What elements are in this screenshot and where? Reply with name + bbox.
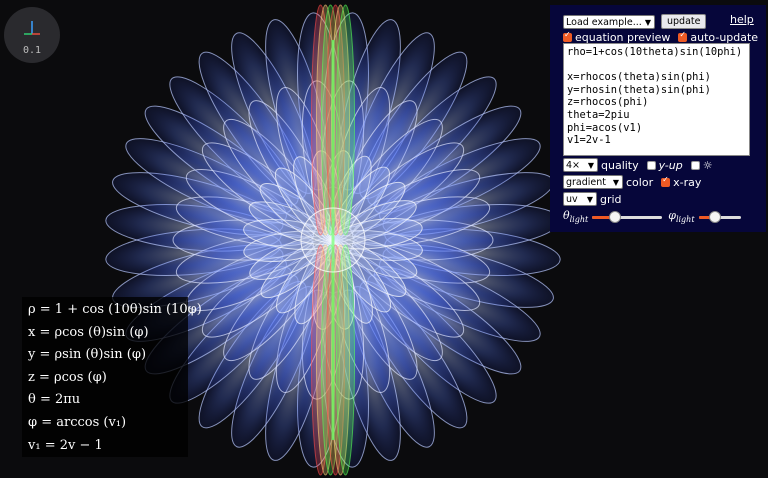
surface-core-lobe bbox=[311, 244, 330, 476]
x-ray-label: x-ray bbox=[673, 175, 702, 189]
color-row: gradient ▼ color x-ray bbox=[563, 175, 701, 189]
grid-value: uv bbox=[566, 194, 578, 205]
equation-preview-label: equation preview bbox=[575, 31, 671, 44]
phi-symbol: φ bbox=[668, 209, 676, 222]
equation-preview-checkbox[interactable] bbox=[563, 30, 572, 42]
preview-options: equation preview auto-update bbox=[563, 30, 759, 44]
surface-core-lobe bbox=[311, 4, 330, 236]
help-link[interactable]: help bbox=[730, 13, 754, 26]
control-panel: Load example... ▼ update help equation p… bbox=[550, 5, 766, 232]
chevron-down-icon: ▼ bbox=[612, 178, 619, 187]
grid-row: uv ▼ grid bbox=[563, 192, 622, 206]
phi-light-label: φlight bbox=[668, 209, 694, 224]
surface-core-lobe bbox=[326, 244, 345, 476]
surface-core-lobe bbox=[336, 244, 355, 476]
equation-line: φ = arccos (v₁) bbox=[28, 414, 127, 430]
slider-knob[interactable] bbox=[609, 210, 622, 223]
zoom-level: 0.1 bbox=[22, 45, 42, 56]
chevron-down-icon: ▼ bbox=[587, 161, 594, 170]
quality-select[interactable]: 4× ▼ bbox=[563, 158, 598, 172]
phi-light-slider[interactable] bbox=[698, 210, 741, 223]
equation-preview-panel: ρ = 1 + cos (10θ)sin (10φ) x = ρcos (θ)s… bbox=[22, 297, 202, 457]
x-ray-checkbox[interactable] bbox=[661, 175, 671, 187]
color-select[interactable]: gradient ▼ bbox=[563, 175, 623, 189]
chevron-down-icon: ▼ bbox=[644, 17, 651, 27]
chevron-down-icon: ▼ bbox=[586, 195, 593, 204]
quality-label: quality bbox=[601, 158, 639, 172]
equation-line: ρ = 1 + cos (10θ)sin (10φ) bbox=[28, 302, 202, 317]
load-example-value: Load example... bbox=[566, 16, 642, 28]
sun-checkbox[interactable] bbox=[690, 160, 700, 170]
y-up-label: y-up bbox=[658, 158, 683, 172]
slider-fill bbox=[592, 215, 616, 219]
light-row: θlight φlight bbox=[563, 209, 741, 224]
theta-symbol: θ bbox=[563, 209, 570, 222]
color-value: gradient bbox=[566, 177, 607, 188]
equation-line: θ = 2πu bbox=[28, 392, 81, 408]
equation-line: v₁ = 2v − 1 bbox=[28, 437, 103, 453]
equation-line: z = ρcos (φ) bbox=[28, 369, 107, 385]
phi-sub: light bbox=[675, 215, 695, 225]
color-label: color bbox=[626, 175, 654, 189]
axes-icon bbox=[24, 21, 40, 35]
sun-icon: ☼ bbox=[702, 158, 713, 172]
auto-update-label: auto-update bbox=[690, 31, 759, 44]
equation-line: x = ρcos (θ)sin (φ) bbox=[28, 324, 149, 340]
slider-fill bbox=[698, 215, 716, 219]
update-button[interactable]: update bbox=[661, 14, 707, 29]
surface-core-lobe bbox=[321, 4, 340, 236]
axis-gizmo[interactable]: 0.1 bbox=[4, 7, 60, 63]
grid-label: grid bbox=[600, 192, 622, 206]
auto-update-checkbox[interactable] bbox=[678, 30, 688, 42]
quality-value: 4× bbox=[566, 160, 581, 171]
slider-track bbox=[592, 215, 663, 219]
load-example-select[interactable]: Load example... ▼ bbox=[563, 14, 655, 29]
equation-editor[interactable] bbox=[563, 43, 750, 156]
surface-core-lobe bbox=[326, 4, 345, 236]
grid-select[interactable]: uv ▼ bbox=[563, 192, 597, 206]
surface-center bbox=[300, 207, 366, 273]
theta-light-slider[interactable] bbox=[592, 210, 663, 223]
surface-core-lobe bbox=[336, 4, 355, 236]
theta-light-label: θlight bbox=[563, 209, 588, 224]
quality-row: 4× ▼ quality y-up ☼ bbox=[563, 158, 713, 172]
y-up-checkbox[interactable] bbox=[646, 160, 656, 170]
surface-core-lobe bbox=[321, 244, 340, 476]
equation-line: y = ρsin (θ)sin (φ) bbox=[28, 347, 147, 363]
slider-knob[interactable] bbox=[709, 210, 722, 223]
theta-sub: light bbox=[569, 215, 589, 225]
top-controls: Load example... ▼ update bbox=[563, 14, 707, 29]
